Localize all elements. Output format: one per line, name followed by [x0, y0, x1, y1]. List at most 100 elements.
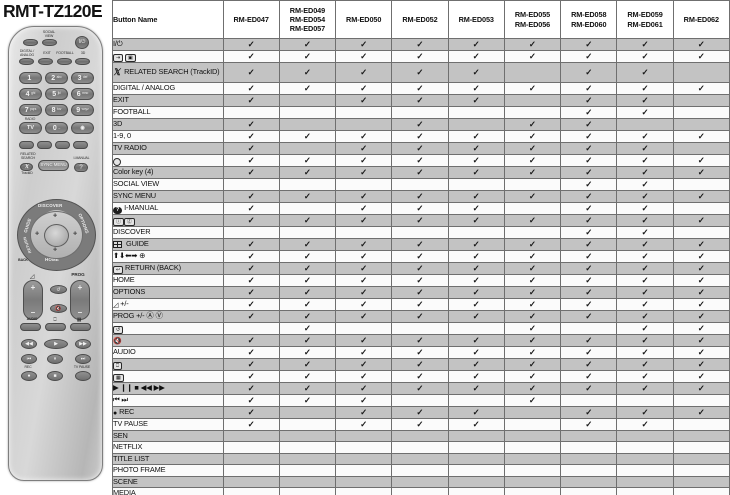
- table-row: DIGITAL / ANALOG ✓ ✓ ✓ ✓ ✓ ✓ ✓ ✓ ✓: [112, 82, 730, 95]
- cell-r16-c2: [278, 226, 337, 239]
- check-mark-icon: ✓: [585, 179, 593, 189]
- cell-r21-c3: ✓: [335, 286, 393, 299]
- remote-key-3[interactable]: 3 def: [71, 72, 94, 84]
- remote-power-button[interactable]: I/⏻: [75, 36, 89, 49]
- cell-r20-c5: ✓: [447, 274, 505, 287]
- cell-r35-c3: [335, 452, 393, 466]
- dpad-up-arrow[interactable]: ✚: [53, 213, 58, 219]
- cell-r32-c8: ✓: [616, 418, 674, 431]
- row-label-text: SYNC MENU: [113, 191, 156, 201]
- remote-input-button[interactable]: [23, 39, 38, 46]
- table-row: PROG +/- Ⓐ Ⓥ ✓ ✓ ✓ ✓ ✓ ✓ ✓ ✓ ✓: [112, 310, 730, 323]
- remote-3d-button[interactable]: [75, 58, 90, 65]
- remote-football-button[interactable]: [57, 58, 72, 65]
- check-mark-icon: ✓: [472, 143, 480, 153]
- remote-key-5[interactable]: 5 jkl: [45, 88, 68, 100]
- row-label-30: ⏮ ⏭: [112, 394, 224, 407]
- remote-jump-button[interactable]: ↺: [50, 285, 67, 294]
- cell-r20-c7: ✓: [560, 274, 618, 287]
- cell-r29-c3: ✓: [335, 382, 393, 395]
- cell-r2-c6: ✓: [503, 50, 562, 63]
- remote-color-key-blue[interactable]: [73, 141, 88, 149]
- remote-color-key-red[interactable]: [19, 141, 34, 149]
- remote-key-8[interactable]: 8 tuv: [45, 104, 68, 116]
- table-row: SOCIAL VIEW ✓ ✓: [112, 178, 730, 191]
- cell-r10-c5: ✓: [447, 154, 505, 167]
- cell-r4-c1: ✓: [222, 82, 280, 95]
- check-mark-icon: ✓: [641, 359, 649, 369]
- remote-imanual-button[interactable]: ?: [74, 163, 88, 172]
- remote-color-key-yellow[interactable]: [55, 141, 70, 149]
- remote-social-view-label: SOCIAL VIEW: [42, 30, 56, 38]
- remote-sync-menu-button[interactable]: SYNC MENU: [38, 160, 69, 171]
- remote-mute-button[interactable]: 🔇: [50, 304, 67, 313]
- remote-volume-rocker[interactable]: + –: [23, 280, 43, 320]
- check-mark-icon: ✓: [585, 119, 593, 129]
- remote-pause-button[interactable]: ⏸: [47, 354, 63, 364]
- volume-down[interactable]: –: [30, 308, 36, 317]
- remote-prev-button[interactable]: ⏮: [21, 354, 37, 364]
- check-mark-icon: ✓: [416, 51, 424, 61]
- check-mark-icon: ✓: [585, 371, 593, 381]
- remote-digital-analog-button[interactable]: [19, 58, 34, 65]
- remote-key-0[interactable]: 0 _: [45, 122, 68, 134]
- remote-key-tv[interactable]: TV: [19, 122, 42, 134]
- check-mark-icon: ✓: [585, 167, 593, 177]
- check-mark-icon: ✓: [303, 323, 311, 333]
- check-mark-icon: ✓: [360, 39, 368, 49]
- remote-prog-rocker[interactable]: + –: [70, 280, 90, 320]
- check-mark-icon: ✓: [585, 299, 593, 309]
- remote-next-button[interactable]: ⏭: [75, 354, 91, 364]
- remote-exit-button[interactable]: [38, 58, 53, 65]
- cell-r14-c6: [503, 202, 562, 215]
- row-label-text: TITLE LIST: [113, 453, 150, 463]
- dpad-center-button[interactable]: [44, 224, 69, 247]
- check-mark-icon: ✓: [416, 131, 424, 141]
- cell-r28-c7: ✓: [560, 370, 618, 383]
- remote-key-4[interactable]: 4 ghi: [19, 88, 42, 100]
- remote-audio-button[interactable]: [20, 323, 41, 331]
- remote-stop-button[interactable]: ■: [47, 371, 63, 381]
- cell-r7-c8: [616, 118, 674, 131]
- check-mark-icon: ✓: [528, 191, 537, 201]
- remote-rec-button[interactable]: ●: [21, 371, 37, 381]
- check-mark-icon: ✓: [528, 167, 537, 177]
- cell-r8-c1: ✓: [222, 130, 280, 143]
- remote-rewind-button[interactable]: ◀◀: [21, 339, 37, 349]
- remote-teletext-button[interactable]: [70, 323, 91, 331]
- remote-key-enter[interactable]: ◉: [71, 122, 94, 134]
- cell-r31-c8: ✓: [616, 406, 674, 419]
- volume-up[interactable]: +: [30, 283, 36, 292]
- prog-down[interactable]: –: [77, 308, 83, 317]
- cell-r26-c4: ✓: [391, 346, 449, 359]
- dpad-down-arrow[interactable]: ✚: [53, 247, 58, 253]
- remote-play-button[interactable]: ▶: [44, 339, 68, 349]
- remote-forward-button[interactable]: ▶▶: [75, 339, 91, 349]
- cell-r6-c9: [672, 106, 730, 119]
- remote-key-9[interactable]: 9 wxyz: [71, 104, 94, 116]
- remote-related-search-button[interactable]: 𝕏: [20, 163, 33, 171]
- remote-color-key-green[interactable]: [37, 141, 52, 149]
- dpad-left-arrow[interactable]: ✚: [35, 231, 40, 237]
- cell-r4-c9: ✓: [672, 82, 730, 95]
- remote-extra-button[interactable]: [75, 371, 91, 381]
- remote-dpad[interactable]: DISCOVER GUIDE OPTIONS RETURN HOME ✚ ✚ ✚…: [17, 199, 96, 271]
- remote-social-view-button[interactable]: [42, 39, 57, 46]
- cell-r24-c1: [222, 322, 280, 335]
- cell-r18-c4: ✓: [391, 250, 449, 263]
- remote-key-6[interactable]: 6 mno: [71, 88, 94, 100]
- remote-key-2[interactable]: 2 abc: [45, 72, 68, 84]
- remote-subtitle-button[interactable]: [45, 323, 66, 331]
- row-label-12: SOCIAL VIEW: [112, 178, 224, 191]
- cell-r1-c8: ✓: [616, 38, 674, 51]
- cell-r1-c9: ✓: [672, 38, 730, 51]
- cell-r11-c8: ✓: [616, 166, 674, 179]
- cell-r5-c1: ✓: [222, 94, 280, 107]
- remote-key-1[interactable]: 1: [19, 72, 42, 84]
- dpad-right-arrow[interactable]: ✚: [73, 231, 78, 237]
- check-mark-icon: ✓: [641, 323, 649, 333]
- cell-r7-c4: ✓: [391, 118, 449, 131]
- remote-key-7[interactable]: 7 pqrs: [19, 104, 42, 116]
- check-mark-icon: ✓: [641, 131, 649, 141]
- prog-up[interactable]: +: [77, 283, 83, 292]
